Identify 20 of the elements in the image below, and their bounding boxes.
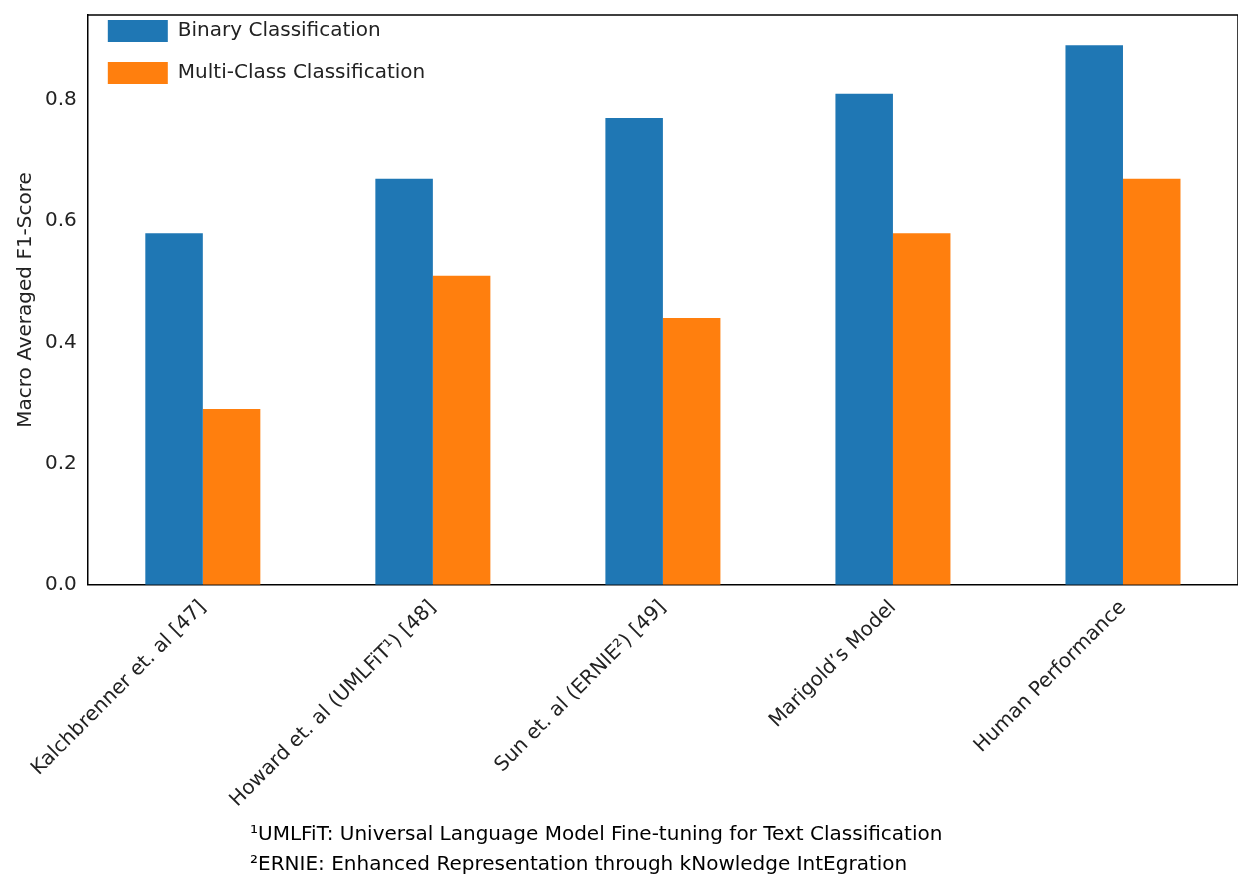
bar — [605, 118, 663, 585]
y-axis-title: Macro Averaged F1-Score — [12, 172, 37, 428]
y-tick-label: 0.2 — [44, 449, 77, 474]
bar — [145, 233, 203, 585]
bar — [835, 93, 893, 585]
bar — [1065, 45, 1123, 585]
bar — [202, 409, 261, 585]
y-tick-label: 0.4 — [44, 328, 77, 353]
legend-label: Binary Classification — [177, 17, 381, 42]
bar — [432, 275, 491, 585]
bar — [1122, 178, 1181, 585]
bar — [662, 318, 721, 585]
bar — [892, 233, 951, 585]
text: ²ERNIE: Enhanced Representation through kNowledge IntEgration — [250, 850, 909, 877]
legend-label: Multi-Class Classification — [177, 59, 426, 84]
y-tick-label: 0.6 — [44, 207, 77, 232]
text: ¹UMLFiT: Universal Language Model Fine-tuning for Text Classification — [250, 820, 943, 847]
y-tick-label: 0.8 — [44, 86, 77, 111]
bar — [375, 178, 433, 585]
y-tick-label: 0.0 — [44, 571, 77, 596]
